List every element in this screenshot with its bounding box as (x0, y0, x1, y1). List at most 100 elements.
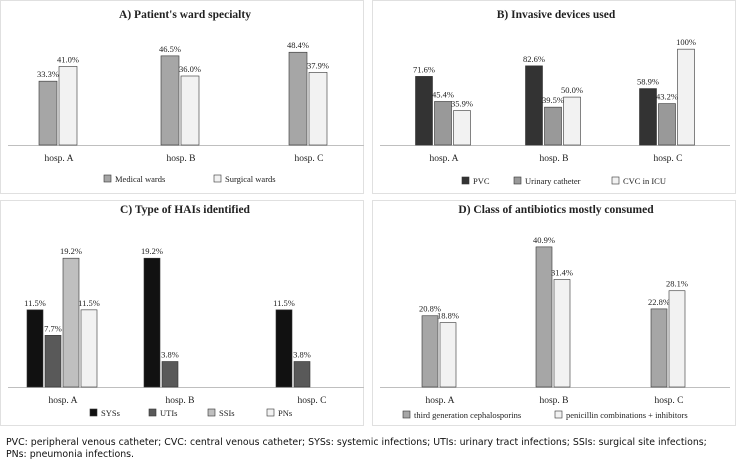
legend-label-d: penicillin combinations + inhibitors (566, 410, 688, 420)
bar-b-urinary-catheter-hosp-c (658, 103, 676, 146)
legend-label-b: Urinary catheter (525, 176, 581, 186)
bar-d-penicillin-combinations-inhibitors-hosp-b (553, 279, 571, 388)
data-label-d: 22.8% (648, 297, 670, 307)
panel-d: D) Class of antibiotics mostly consumed 2… (372, 200, 736, 426)
data-label-c: 19.2% (141, 246, 163, 256)
panel-c-title: C) Type of HAIs identified (120, 204, 251, 216)
data-label-a: 36.0% (179, 64, 201, 74)
legend-label-c: PNs (278, 408, 292, 418)
legend-label-a: Surgical wards (225, 174, 276, 184)
panel-c-frame (0, 200, 364, 426)
category-label-d: hosp. B (539, 396, 568, 406)
data-label-b: 35.9% (451, 99, 473, 109)
bar-b-urinary-catheter-hosp-b (544, 106, 562, 146)
legend-label-c: UTIs (160, 408, 177, 418)
bar-a-medical-wards-hosp-b (160, 55, 180, 146)
data-label-a: 41.0% (57, 54, 79, 64)
category-label-b: hosp. A (429, 154, 458, 164)
bar-d-third-generation-cephalosporins-hosp-c (650, 308, 668, 388)
category-label-c: hosp. B (165, 396, 194, 406)
bar-b-cvc-in-icu-hosp-b (563, 96, 581, 146)
data-label-c: 3.8% (293, 350, 311, 360)
data-label-b: 82.6% (523, 54, 545, 64)
legend-label-c: SSIs (219, 408, 235, 418)
bar-c-syss-hosp-a (26, 309, 44, 388)
category-label-d: hosp. C (654, 396, 683, 406)
bar-c-utis-hosp-a (44, 335, 62, 388)
legend-swatch-c (266, 408, 275, 417)
legend-label-c: SYSs (101, 408, 120, 418)
bar-b-pvc-hosp-b (525, 65, 543, 146)
data-label-a: 33.3% (37, 69, 59, 79)
legend-swatch-b (513, 176, 522, 185)
data-label-c: 11.5% (273, 298, 295, 308)
data-label-c: 3.8% (161, 350, 179, 360)
legend-label-b: PVC (473, 176, 490, 186)
bar-b-urinary-catheter-hosp-a (434, 101, 452, 146)
bar-c-pns-hosp-a (80, 309, 98, 388)
data-label-c: 11.5% (78, 298, 100, 308)
data-label-c: 19.2% (60, 246, 82, 256)
panel-a: A) Patient's ward specialty 33.3% 41.0% hos… (0, 0, 364, 194)
legend-label-d: third generation cephalosporins (414, 410, 521, 420)
data-label-d: 18.8% (437, 311, 459, 321)
data-label-c: 7.7% (44, 323, 62, 333)
data-label-d: 28.1% (666, 279, 688, 289)
data-label-a: 48.4% (287, 40, 309, 50)
category-label-a: hosp. B (166, 154, 195, 164)
bar-b-cvc-in-icu-hosp-a (453, 110, 471, 146)
bar-b-pvc-hosp-c (639, 88, 657, 146)
bar-a-surgical-wards-hosp-b (180, 75, 200, 146)
caption-line-2: PNs: pneumonia infections. (6, 449, 135, 460)
legend-label-a: Medical wards (115, 174, 165, 184)
category-label-c: hosp. C (297, 396, 326, 406)
figure-caption: PVC: peripheral venous catheter; CVC: ce… (6, 437, 730, 461)
bar-d-penicillin-combinations-inhibitors-hosp-a (439, 322, 457, 388)
data-label-a: 37.9% (307, 60, 329, 70)
legend-swatch-a (103, 174, 112, 183)
panel-a-frame (0, 0, 364, 194)
bar-b-pvc-hosp-a (415, 76, 433, 146)
data-label-a: 46.5% (159, 44, 181, 54)
bar-a-medical-wards-hosp-c (288, 51, 308, 146)
category-label-d: hosp. A (425, 396, 454, 406)
data-label-b: 100% (676, 37, 696, 47)
data-label-d: 40.9% (533, 235, 555, 245)
legend-label-b: CVC in ICU (623, 176, 666, 186)
panel-b-title: B) Invasive devices used (497, 9, 616, 21)
panel-b: B) Invasive devices used 71.6% 45.4%35.9% h… (372, 0, 736, 194)
legend-swatch-c (89, 408, 98, 417)
data-label-d: 20.8% (419, 304, 441, 314)
panel-a-title: A) Patient's ward specialty (119, 9, 251, 21)
bar-d-third-generation-cephalosporins-hosp-a (421, 315, 439, 388)
category-label-c: hosp. A (48, 396, 77, 406)
bar-d-penicillin-combinations-inhibitors-hosp-c (668, 290, 686, 388)
legend-swatch-d (402, 410, 411, 419)
category-label-b: hosp. C (653, 154, 682, 164)
data-label-b: 71.6% (413, 64, 435, 74)
data-label-b: 58.9% (637, 77, 659, 87)
legend-swatch-a (213, 174, 222, 183)
data-label-d: 31.4% (551, 267, 573, 277)
bar-a-medical-wards-hosp-a (38, 80, 58, 146)
bar-c-syss-hosp-b (143, 257, 161, 388)
figure-panels: A) Patient's ward specialty 33.3% 41.0% hos… (0, 0, 736, 426)
bar-a-surgical-wards-hosp-a (58, 66, 78, 146)
legend-swatch-b (461, 176, 470, 185)
data-label-b: 50.0% (561, 85, 583, 95)
bar-a-surgical-wards-hosp-c (308, 72, 328, 146)
panel-c: C) Type of HAIs identified 11.5% 7.7% 19.2%… (0, 200, 364, 426)
bar-d-third-generation-cephalosporins-hosp-b (535, 246, 553, 388)
data-label-b: 39.5% (542, 95, 564, 105)
legend-swatch-c (148, 408, 157, 417)
category-label-b: hosp. B (539, 154, 568, 164)
data-label-c: 11.5% (24, 298, 46, 308)
category-label-a: hosp. A (44, 154, 73, 164)
data-label-b: 43.2% (656, 92, 678, 102)
bar-c-syss-hosp-c (275, 309, 293, 388)
legend-swatch-d (554, 410, 563, 419)
bar-c-utis-hosp-c (293, 361, 311, 388)
data-label-b: 45.4% (432, 89, 454, 99)
bar-c-utis-hosp-b (161, 361, 179, 388)
bar-b-cvc-in-icu-hosp-c (677, 48, 695, 146)
